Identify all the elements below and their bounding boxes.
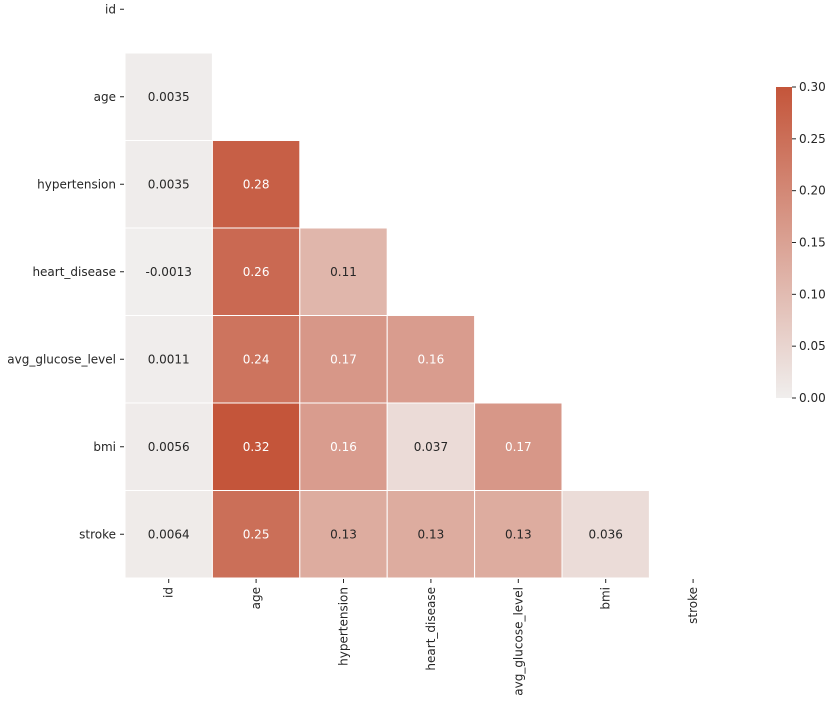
colorbar-tick-label: 0.25 <box>799 132 826 146</box>
colorbar: 0.00 0.05 0.10 0.15 0.20 0.25 0.30 <box>776 80 826 405</box>
cell-stroke-id <box>124 490 213 579</box>
cell-bmi-heart_disease <box>386 402 476 491</box>
y-label-avg_glucose_level: avg_glucose_level <box>7 352 116 366</box>
y-label-stroke: stroke <box>79 527 116 541</box>
y-axis-labels: id age hypertension heart_disease avg_glucos… <box>7 2 124 541</box>
cell-value-label: 0.0064 <box>148 527 190 541</box>
y-label-age: age <box>94 90 116 104</box>
cell-value-label: 0.11 <box>330 265 357 279</box>
cell-value-label: 0.13 <box>330 527 357 541</box>
x-axis-labels: id age hypertension heart_disease avg_glucos… <box>162 579 700 696</box>
cell-value-label: 0.16 <box>418 352 445 366</box>
x-label-hypertension: hypertension <box>337 587 351 666</box>
cell-bmi-hypertension <box>299 402 388 491</box>
cell-value-label: 0.17 <box>330 352 357 366</box>
cell-value-label: 0.0035 <box>148 177 190 191</box>
cell-value-label: 0.0011 <box>148 352 190 366</box>
cell-bmi-age <box>211 402 301 491</box>
cell-bmi-avg_glucose_level <box>474 402 563 491</box>
colorbar-tick-label: 0.05 <box>799 339 826 353</box>
cell-value-label: 0.16 <box>330 440 357 454</box>
cell-value-label: 0.28 <box>243 177 270 191</box>
cell-stroke-age <box>211 490 301 579</box>
heatmap-cells: 0.0035 0.0035 0.28 -0.0013 0.26 0.11 0.0011 0.2… <box>124 52 650 579</box>
cell-hypertension-id <box>124 140 213 229</box>
cell-heart_disease-hypertension <box>299 227 388 316</box>
cell-heart_disease-id <box>124 227 213 316</box>
cell-value-label: 0.036 <box>589 527 623 541</box>
cell-age-id <box>124 52 213 141</box>
colorbar-tick-label: 0.30 <box>799 80 826 94</box>
cell-value-label: 0.26 <box>243 265 270 279</box>
cell-value-label: 0.0056 <box>148 440 190 454</box>
colorbar-tick-label: 0.00 <box>799 391 826 405</box>
x-label-age: age <box>249 587 263 609</box>
cell-value-label: 0.17 <box>505 440 532 454</box>
x-label-id: id <box>162 587 176 598</box>
cell-stroke-bmi <box>561 490 650 579</box>
cell-stroke-avg_glucose_level <box>474 490 563 579</box>
y-label-heart_disease: heart_disease <box>32 265 116 279</box>
cell-heart_disease-age <box>211 227 301 316</box>
cell-value-label: 0.13 <box>505 527 532 541</box>
y-label-hypertension: hypertension <box>37 177 116 191</box>
cell-stroke-hypertension <box>299 490 388 579</box>
cell-value-label: 0.25 <box>243 527 270 541</box>
cell-value-label: 0.24 <box>243 352 270 366</box>
cell-value-label: 0.13 <box>418 527 445 541</box>
y-label-bmi: bmi <box>93 440 116 454</box>
cell-value-label: 0.32 <box>243 440 270 454</box>
x-label-stroke: stroke <box>686 587 700 624</box>
cell-avg_glucose_level-age <box>211 315 301 404</box>
colorbar-tick-label: 0.15 <box>799 236 826 250</box>
colorbar-gradient <box>776 87 792 398</box>
x-label-bmi: bmi <box>599 587 613 610</box>
cell-avg_glucose_level-heart_disease <box>386 315 476 404</box>
cell-value-label: 0.0035 <box>148 90 190 104</box>
colorbar-tick-label: 0.10 <box>799 287 826 301</box>
cell-value-label: 0.037 <box>414 440 448 454</box>
cell-hypertension-age <box>211 140 301 229</box>
cell-value-label: -0.0013 <box>146 265 192 279</box>
cell-stroke-heart_disease <box>386 490 476 579</box>
y-label-id: id <box>105 2 116 16</box>
colorbar-tick-label: 0.20 <box>799 184 826 198</box>
x-label-heart_disease: heart_disease <box>424 587 438 671</box>
x-label-avg_glucose_level: avg_glucose_level <box>511 587 525 696</box>
